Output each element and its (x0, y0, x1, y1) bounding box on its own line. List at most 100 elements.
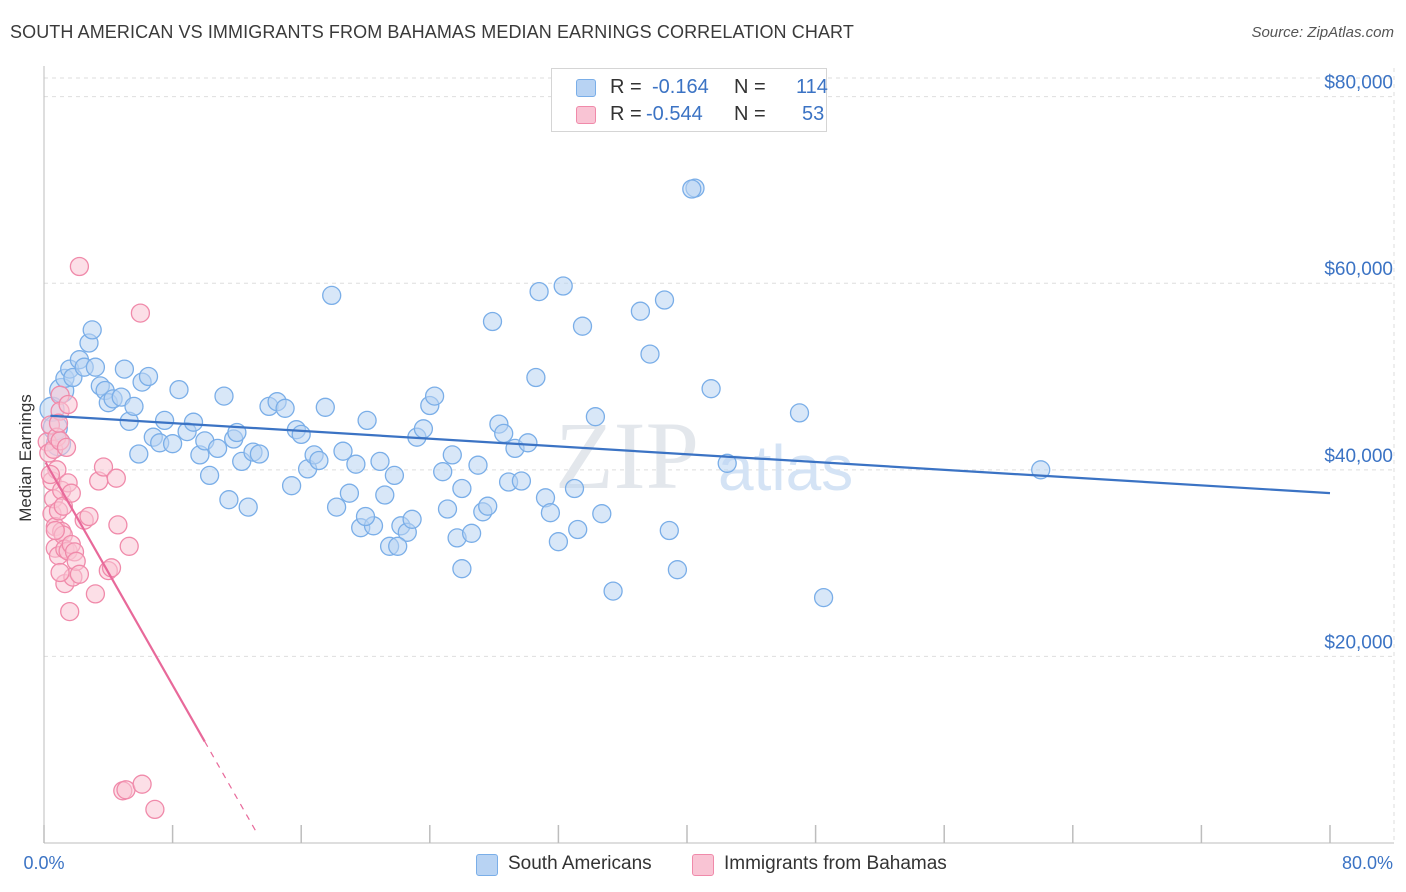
data-point[interactable] (494, 423, 514, 444)
data-point[interactable] (511, 471, 532, 491)
data-point[interactable] (452, 559, 472, 579)
data-point[interactable] (452, 478, 472, 499)
data-point[interactable] (183, 412, 204, 432)
data-point[interactable] (357, 410, 377, 431)
data-point[interactable] (540, 503, 561, 523)
data-point[interactable] (60, 601, 80, 622)
data-point[interactable] (701, 379, 721, 399)
data-point[interactable] (346, 454, 366, 474)
data-point[interactable] (384, 465, 405, 486)
data-point[interactable] (106, 468, 126, 488)
data-point[interactable] (667, 560, 688, 580)
data-point[interactable] (61, 483, 81, 503)
watermark-atlas: atlas (718, 432, 853, 504)
data-point[interactable] (249, 444, 270, 464)
data-point[interactable] (291, 424, 311, 445)
data-point[interactable] (69, 256, 90, 277)
data-point[interactable] (568, 519, 588, 540)
data-point[interactable] (82, 320, 102, 340)
data-point[interactable] (682, 179, 702, 199)
data-point[interactable] (437, 499, 458, 519)
data-point[interactable] (145, 799, 165, 820)
data-point[interactable] (108, 515, 128, 535)
data-point[interactable] (603, 581, 623, 601)
data-point[interactable] (388, 536, 408, 556)
n-value: 53 (802, 103, 825, 125)
data-point[interactable] (630, 301, 651, 321)
data-point[interactable] (564, 478, 585, 499)
data-point[interactable] (275, 398, 295, 418)
tick-labels: $20,000 $40,000 $60,000 $80,000 0.0% 80.0% (23, 73, 1393, 873)
data-point[interactable] (48, 413, 69, 433)
data-point[interactable] (132, 774, 152, 794)
trend-line-bahamas (44, 461, 206, 743)
data-point[interactable] (154, 410, 175, 431)
data-point[interactable] (413, 419, 434, 439)
data-point[interactable] (468, 455, 488, 475)
data-point[interactable] (717, 453, 737, 473)
data-point[interactable] (85, 584, 106, 604)
data-point[interactable] (214, 386, 234, 406)
data-point[interactable] (130, 303, 151, 323)
x-tick-label-min: 0.0% (23, 853, 64, 873)
data-point[interactable] (548, 532, 569, 552)
data-point[interactable] (169, 379, 189, 400)
data-point[interactable] (789, 403, 810, 423)
data-point[interactable] (162, 434, 183, 454)
data-point[interactable] (315, 397, 335, 417)
data-point[interactable] (207, 438, 228, 459)
data-point[interactable] (402, 509, 422, 529)
data-point[interactable] (339, 483, 360, 503)
data-point[interactable] (79, 506, 99, 527)
data-point[interactable] (322, 285, 342, 306)
data-point[interactable] (461, 523, 482, 543)
data-point[interactable] (45, 520, 65, 541)
data-point[interactable] (116, 780, 136, 800)
r-label: R = (610, 103, 642, 125)
data-point[interactable] (375, 485, 395, 505)
data-point[interactable] (659, 520, 679, 541)
data-point[interactable] (482, 311, 503, 332)
data-point[interactable] (424, 386, 445, 406)
data-point[interactable] (85, 357, 106, 377)
data-point[interactable] (50, 562, 70, 583)
legend-label: South Americans (508, 853, 652, 874)
trend-lines (44, 414, 1331, 835)
data-point[interactable] (124, 396, 144, 417)
r-value: -0.164 (652, 76, 709, 98)
data-point[interactable] (553, 276, 573, 296)
data-point[interactable] (572, 316, 593, 336)
data-point[interactable] (370, 451, 390, 472)
data-point[interactable] (433, 462, 453, 482)
data-point[interactable] (56, 437, 77, 458)
data-point[interactable] (129, 444, 149, 464)
data-point[interactable] (326, 497, 347, 517)
data-point[interactable] (442, 445, 462, 465)
data-point[interactable] (219, 490, 239, 510)
data-point[interactable] (526, 367, 546, 388)
legend-label: Immigrants from Bahamas (724, 853, 947, 874)
data-point[interactable] (355, 506, 376, 527)
data-point[interactable] (478, 496, 498, 516)
data-point[interactable] (309, 450, 329, 471)
r-label: R = (610, 76, 642, 98)
data-point[interactable] (281, 476, 302, 496)
data-point[interactable] (813, 587, 834, 608)
stats-legend: R = -0.164 N = 114 R = -0.544 N = 53 (551, 68, 828, 132)
data-point[interactable] (654, 290, 675, 310)
data-point[interactable] (585, 407, 606, 427)
data-point[interactable] (114, 359, 135, 379)
data-point[interactable] (119, 536, 139, 556)
data-point[interactable] (93, 457, 114, 477)
data-point[interactable] (333, 441, 353, 461)
data-point[interactable] (238, 497, 258, 517)
data-point[interactable] (138, 366, 159, 387)
data-point[interactable] (199, 465, 220, 486)
data-point[interactable] (58, 394, 78, 415)
data-point[interactable] (69, 564, 90, 584)
data-point[interactable] (640, 344, 660, 364)
data-point[interactable] (529, 281, 549, 302)
data-point[interactable] (592, 504, 612, 524)
data-point[interactable] (518, 433, 538, 453)
source-credit: Source: ZipAtlas.com (1251, 24, 1394, 41)
